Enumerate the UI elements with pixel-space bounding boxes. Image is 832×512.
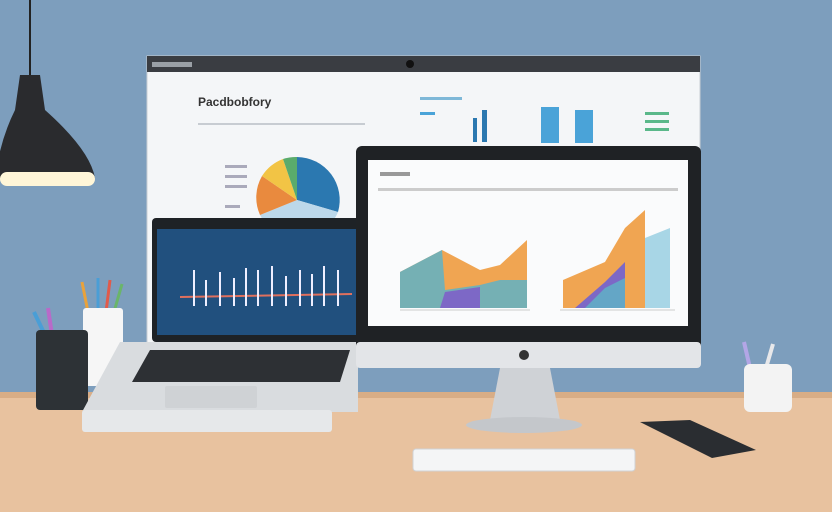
monitor-path [490,368,560,420]
background-board-rect [420,112,435,115]
background-board-rect [645,112,669,115]
laptop-rect [165,386,257,408]
background-board-path [297,157,340,212]
monitor [356,146,701,433]
monitor-path [440,287,480,308]
lamp-rect [0,172,95,186]
background-board-rect [473,118,477,142]
background-board-path [262,159,297,200]
background-board-rect [225,165,247,168]
background-board-path [256,176,297,215]
cup-rect [744,364,792,412]
cup-line [742,341,752,369]
lamp-path [0,75,95,178]
monitor-path [400,250,527,308]
tablet-path [640,420,756,458]
laptop [82,218,362,432]
background-board-rect [225,175,247,178]
monitor-circle [519,350,529,360]
monitor-path [585,278,625,308]
pen-cup-line [80,281,90,313]
background-board-rect [645,120,669,123]
background-board-path [283,156,297,200]
pen-cup-rect [36,330,88,410]
desk-rect [0,392,832,398]
background-board-rect [645,128,669,131]
dashboard-title: Pacdbobfory [198,95,272,109]
monitor-path [645,228,670,308]
background-board-rect [482,110,487,142]
background-board-circle [406,60,414,68]
pen-cup-line [104,279,112,313]
background-board-rect [225,185,247,188]
cup [742,341,792,412]
monitor-rect [380,172,410,176]
background-board-rect [225,205,240,208]
lamp [0,0,95,186]
background-board-rect [541,107,559,143]
background-board-rect [420,97,462,100]
monitor-ellipse [466,417,582,433]
pen-cup-line [112,283,124,313]
background-board-rect [575,110,593,143]
pen-cup [32,278,124,410]
monitor-rect [378,188,678,191]
background-board-rect [152,62,192,67]
laptop-path [132,350,350,382]
laptop-g [193,266,339,306]
tablet [640,420,756,458]
background-board-rect [147,56,700,72]
keyboard-rect [412,448,636,472]
laptop-rect [82,410,332,432]
keyboard [412,448,636,472]
